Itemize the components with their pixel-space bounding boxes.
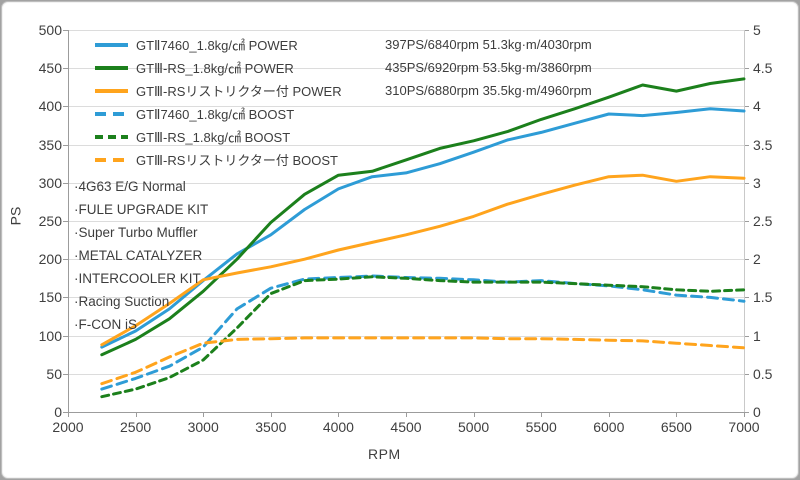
y-right-tick-label: 3.5 (753, 136, 773, 153)
legend: GTⅡ7460_1.8kg/㎠ POWER 397PS/6840rpm 51.3k… (95, 33, 592, 171)
y-right-tick-label: 5 (753, 22, 761, 38)
gt3rs-restrictor-power-curve (100, 173, 746, 347)
y-right-tick-label: 4.5 (753, 60, 773, 77)
x-tick-label: 5000 (458, 419, 490, 435)
modification-item: ·INTERCOOLER KIT (74, 271, 201, 286)
legend-item-gt3rs-restrictor-power: GTⅢ-RSリストリクター付 POWER 310PS/6880rpm 35.5kg… (95, 79, 592, 102)
y-right-tick-label: 2.5 (753, 213, 773, 229)
series-peak-stats: 397PS/6840rpm 51.3kg·m/4030rpm (385, 37, 592, 52)
modification-list: ·4G63 E/G Normal ·FULE UPGRADE KIT ·Super … (74, 175, 208, 336)
y-right-tick-label: 0 (753, 404, 761, 420)
y-right-tick-label: 0.5 (753, 365, 773, 382)
legend-swatch-gt2-7460-power (95, 42, 128, 47)
x-tick-label: 3500 (255, 419, 287, 435)
gt2-7460-boost-curve (100, 274, 746, 391)
y-axis-title-ps: PS (7, 206, 24, 226)
modification-item: ·Racing Suction (74, 294, 170, 309)
x-tick-label: 3000 (187, 419, 219, 435)
legend-label: GTⅡ7460_1.8kg/㎠ BOOST (136, 107, 295, 122)
y-left-tick-label: 500 (38, 22, 62, 38)
y-left-tick-label: 250 (38, 213, 62, 229)
x-tick-label: 5500 (525, 419, 557, 435)
y-right-tick-label: 2 (753, 251, 761, 268)
x-tick-label: 4500 (390, 419, 422, 435)
y-left-tick-label: 350 (38, 136, 62, 153)
gt2-7460-power-curve (100, 107, 746, 349)
x-tick-label: 2000 (52, 419, 84, 435)
y-left-tick-label: 100 (38, 327, 62, 344)
legend-item-gt2-7460-boost: GTⅡ7460_1.8kg/㎠ BOOST (95, 102, 592, 125)
y-left-tick-label: 0 (54, 404, 62, 420)
modification-item: ·F-CON iS (74, 317, 137, 332)
y-right-tick-label: 1 (753, 327, 761, 344)
series-peak-stats: 435PS/6920rpm 53.5kg·m/3860rpm (385, 60, 592, 75)
legend-item-gt3rs-restrictor-boost: GTⅢ-RSリストリクター付 BOOST (95, 148, 592, 171)
x-tick-label: 4000 (322, 419, 354, 435)
legend-label: GTⅢ-RS_1.8kg/㎠ POWER (136, 61, 294, 76)
legend-swatch-gt3rs-power (95, 65, 128, 70)
modification-item: ·Super Turbo Muffler (74, 225, 198, 240)
y-left-tick-label: 150 (38, 289, 62, 306)
legend-item-gt2-7460-power: GTⅡ7460_1.8kg/㎠ POWER 397PS/6840rpm 51.3k… (95, 33, 592, 56)
y-left-tick-label: 450 (38, 60, 62, 77)
y-right-tick-label: 1.5 (753, 289, 773, 306)
x-tick-label: 6000 (593, 419, 625, 435)
legend-label: GTⅢ-RS_1.8kg/㎠ BOOST (136, 130, 291, 145)
x-axis-title-rpm: RPM (368, 446, 401, 462)
gt3rs-boost-curve (100, 275, 746, 399)
modification-item: ·METAL CATALYZER (74, 248, 203, 263)
x-tick-label: 7000 (728, 419, 760, 435)
legend-label: GTⅡ7460_1.8kg/㎠ POWER (136, 38, 298, 53)
modification-item: ·4G63 E/G Normal (74, 179, 186, 194)
y-right-tick-label: 3 (753, 174, 761, 191)
y-right-tick-label: 4 (753, 98, 761, 115)
legend-swatch-gt3rs-restrictor-power (95, 88, 128, 93)
modification-item: ·FULE UPGRADE KIT (74, 202, 209, 217)
x-tick-label: 6500 (660, 419, 692, 435)
gt3rs-power-curve (100, 77, 746, 357)
y-left-tick-label: 300 (38, 174, 62, 191)
legend-swatch-gt3rs-restrictor-boost (95, 157, 128, 162)
gt3rs-restrictor-boost-curve (100, 336, 746, 386)
series-peak-stats: 310PS/6880rpm 35.5kg·m/4960rpm (385, 83, 592, 98)
legend-swatch-gt2-7460-boost (95, 111, 128, 116)
y-left-tick-label: 200 (38, 251, 62, 268)
y-left-tick-label: 400 (38, 98, 62, 115)
legend-item-gt3rs-power: GTⅢ-RS_1.8kg/㎠ POWER 435PS/6920rpm 53.5kg… (95, 56, 592, 79)
y-left-tick-label: 50 (46, 365, 62, 382)
legend-label: GTⅢ-RSリストリクター付 POWER (136, 84, 342, 99)
legend-label: GTⅢ-RSリストリクター付 BOOST (136, 153, 339, 168)
legend-item-gt3rs-boost: GTⅢ-RS_1.8kg/㎠ BOOST (95, 125, 592, 148)
x-tick-label: 2500 (120, 419, 152, 435)
legend-swatch-gt3rs-boost (95, 134, 128, 139)
